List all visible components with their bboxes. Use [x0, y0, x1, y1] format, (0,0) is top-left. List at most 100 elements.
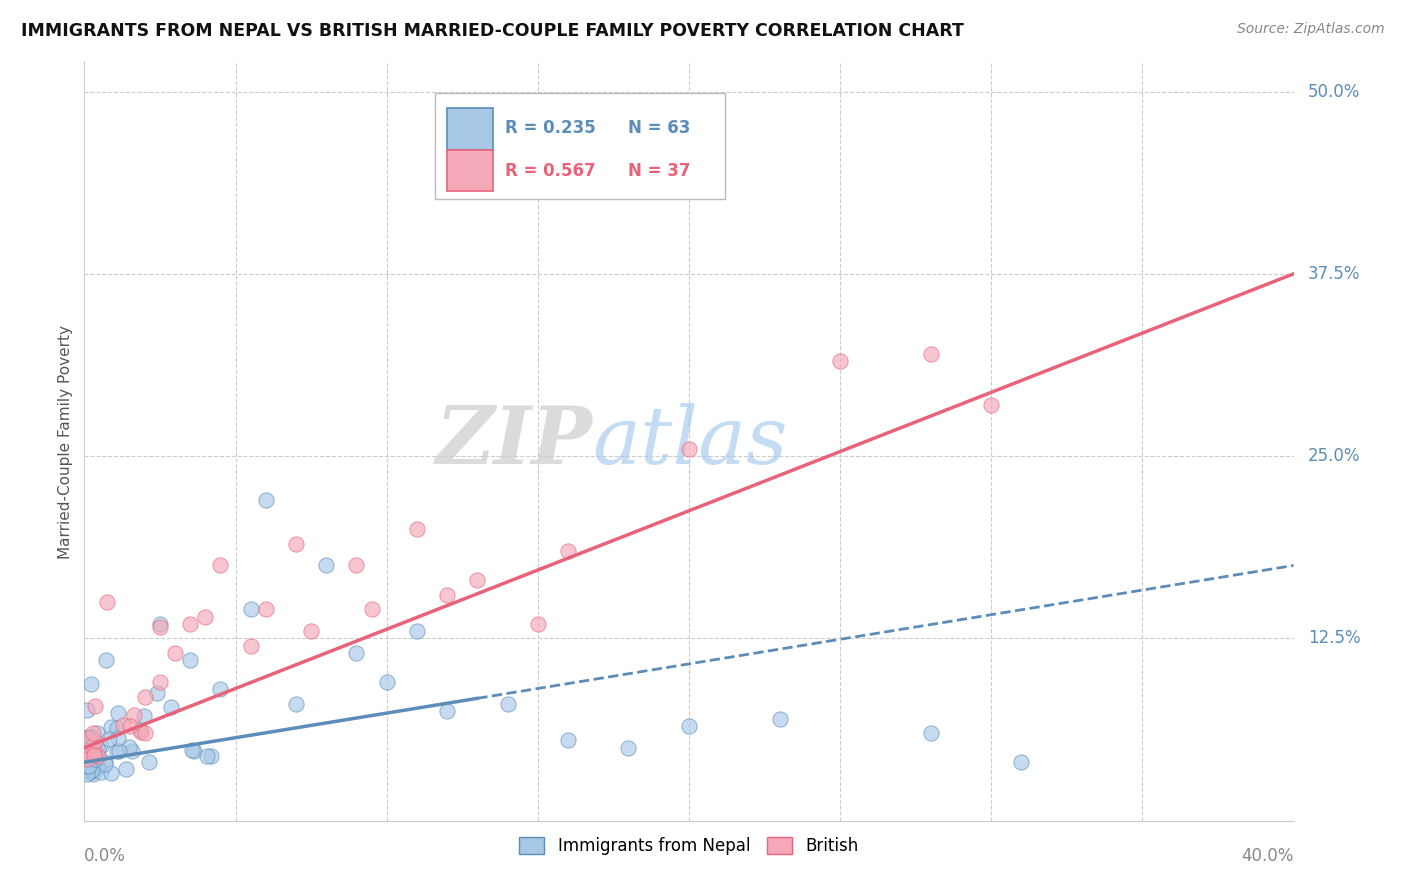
Point: [138, 755, 160, 769]
Point: [146, 686, 169, 700]
Point: [79, 747, 101, 761]
Point: [920, 726, 942, 740]
Point: [77, 731, 100, 745]
Point: [436, 704, 458, 718]
Text: N = 37: N = 37: [628, 161, 690, 180]
Point: [86, 725, 108, 739]
Point: [90, 739, 112, 753]
Point: [375, 675, 398, 690]
Point: [830, 354, 852, 368]
Point: [79, 765, 101, 780]
Point: [79, 677, 101, 691]
Point: [467, 573, 489, 587]
Point: [105, 721, 128, 735]
Point: [920, 347, 942, 361]
Point: [160, 700, 183, 714]
Point: [76, 702, 98, 716]
Text: ZIP: ZIP: [436, 403, 592, 480]
Point: [86, 760, 108, 774]
Text: atlas: atlas: [592, 403, 787, 480]
Point: [179, 653, 201, 667]
Point: [129, 723, 152, 737]
Point: [107, 744, 129, 758]
Point: [83, 747, 105, 762]
Point: [149, 620, 172, 634]
Legend: Immigrants from Nepal, British: Immigrants from Nepal, British: [513, 830, 865, 862]
Point: [557, 544, 579, 558]
Point: [527, 616, 550, 631]
Point: [134, 690, 156, 704]
Point: [80, 730, 103, 744]
Point: [134, 726, 156, 740]
Point: [82, 726, 104, 740]
Point: [195, 749, 218, 764]
Point: [107, 706, 129, 720]
Point: [149, 616, 172, 631]
Text: 0.0%: 0.0%: [84, 847, 127, 865]
Point: [96, 653, 118, 667]
Point: [80, 756, 103, 770]
Point: [179, 616, 201, 631]
Point: [254, 492, 277, 507]
Point: [183, 744, 205, 758]
Point: [84, 734, 107, 748]
Point: [82, 767, 104, 781]
Point: [76, 743, 98, 757]
Point: [315, 558, 337, 573]
Point: [557, 733, 579, 747]
Point: [84, 751, 107, 765]
Text: 12.5%: 12.5%: [1308, 630, 1361, 648]
Point: [285, 536, 308, 550]
Point: [496, 697, 519, 711]
Point: [76, 731, 98, 745]
Text: 37.5%: 37.5%: [1308, 265, 1361, 283]
Point: [94, 756, 117, 770]
Point: [122, 708, 145, 723]
Point: [149, 675, 172, 690]
Point: [118, 719, 141, 733]
FancyBboxPatch shape: [447, 108, 494, 150]
Text: 40.0%: 40.0%: [1241, 847, 1294, 865]
Point: [239, 602, 262, 616]
Point: [678, 442, 700, 456]
Point: [194, 609, 217, 624]
Point: [98, 731, 121, 746]
Point: [87, 748, 110, 763]
Point: [134, 709, 156, 723]
Point: [79, 764, 101, 778]
Y-axis label: Married-Couple Family Poverty: Married-Couple Family Poverty: [58, 325, 73, 558]
Point: [209, 682, 232, 697]
Point: [131, 724, 153, 739]
Point: [360, 602, 382, 616]
Point: [76, 752, 98, 766]
Text: 50.0%: 50.0%: [1308, 83, 1361, 101]
Point: [436, 588, 458, 602]
Point: [76, 767, 98, 781]
FancyBboxPatch shape: [447, 150, 494, 191]
Text: 25.0%: 25.0%: [1308, 447, 1361, 465]
Point: [678, 719, 700, 733]
Point: [209, 558, 232, 573]
Point: [239, 639, 262, 653]
Point: [118, 739, 141, 754]
Point: [181, 742, 204, 756]
Point: [83, 743, 105, 757]
Point: [617, 740, 640, 755]
Point: [94, 757, 117, 772]
Point: [107, 731, 129, 745]
Text: IMMIGRANTS FROM NEPAL VS BRITISH MARRIED-COUPLE FAMILY POVERTY CORRELATION CHART: IMMIGRANTS FROM NEPAL VS BRITISH MARRIED…: [21, 22, 965, 40]
Point: [111, 718, 134, 732]
Point: [346, 558, 368, 573]
Point: [165, 646, 187, 660]
Point: [406, 624, 429, 639]
Point: [1011, 756, 1033, 770]
Point: [96, 595, 118, 609]
Point: [84, 698, 107, 713]
Point: [76, 737, 98, 751]
Point: [86, 759, 108, 773]
Point: [121, 744, 143, 758]
Text: R = 0.235: R = 0.235: [505, 120, 596, 137]
Point: [299, 624, 322, 639]
FancyBboxPatch shape: [434, 93, 725, 199]
Point: [406, 522, 429, 536]
